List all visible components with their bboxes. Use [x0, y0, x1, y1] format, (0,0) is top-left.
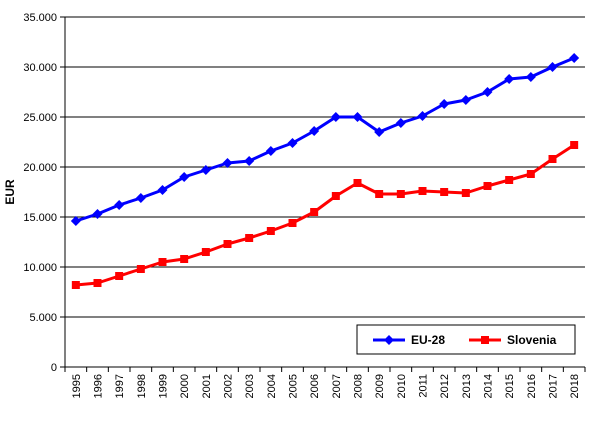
data-point — [548, 155, 557, 163]
x-tick-label: 2009 — [374, 374, 386, 398]
data-point — [265, 146, 276, 156]
data-point — [375, 190, 384, 198]
x-tick-label: 2011 — [418, 374, 430, 398]
data-point — [526, 170, 535, 178]
data-point — [244, 156, 255, 166]
legend: EU-28 Slovenia — [356, 324, 576, 355]
data-point — [570, 141, 579, 149]
data-point — [547, 62, 558, 72]
data-point — [310, 208, 319, 216]
data-point — [353, 179, 362, 187]
y-tick-label: 25.000 — [23, 112, 57, 124]
data-point — [287, 138, 298, 148]
x-tick-label: 2008 — [353, 374, 365, 398]
data-point — [504, 74, 515, 84]
x-tick-label: 2005 — [288, 374, 300, 398]
data-point — [331, 192, 340, 200]
data-point — [136, 265, 145, 273]
data-point — [223, 240, 232, 248]
legend-marker — [481, 336, 489, 344]
legend-label: EU-28 — [411, 333, 445, 347]
series-slovenia — [71, 141, 579, 289]
legend-entry: EU-28 — [373, 333, 445, 347]
x-tick-label: 2014 — [483, 374, 495, 398]
data-point — [92, 209, 103, 219]
y-axis-title: EUR — [3, 179, 17, 205]
x-tick-label: 2015 — [504, 374, 516, 398]
y-tick-label: 15.000 — [23, 212, 57, 224]
data-point — [71, 281, 80, 289]
x-tick-label: 1996 — [93, 374, 105, 398]
data-point — [569, 53, 580, 63]
y-tick-label: 20.000 — [23, 162, 57, 174]
data-point — [157, 185, 168, 195]
x-tick-label: 1995 — [71, 374, 83, 398]
data-point — [158, 258, 167, 266]
x-tick-label: 2018 — [569, 374, 581, 398]
data-point — [439, 99, 450, 109]
y-tick-label: 35.000 — [23, 12, 57, 24]
x-tick-labels: 1995 1996 1997 1998 1999 2000 2001 2002 2003 2004… — [64, 367, 586, 398]
series-eu-28 — [70, 53, 580, 226]
y-tick-label: 0 — [51, 362, 57, 374]
data-point — [135, 193, 146, 203]
x-tick-label: 2003 — [244, 374, 256, 398]
data-point — [180, 255, 189, 263]
data-point — [505, 176, 514, 184]
data-point — [222, 158, 233, 168]
legend-entry: Slovenia — [469, 333, 557, 347]
x-tick-label: 2007 — [331, 374, 343, 398]
data-point — [179, 172, 190, 182]
data-point — [245, 234, 254, 242]
x-tick-label: 2010 — [396, 374, 408, 398]
y-tick-label: 10.000 — [23, 262, 57, 274]
data-point — [461, 189, 470, 197]
data-point — [483, 182, 492, 190]
series-lines — [70, 53, 580, 289]
data-point — [440, 188, 449, 196]
data-point — [115, 272, 124, 280]
x-tick-label: 2004 — [266, 374, 278, 398]
data-point — [395, 118, 406, 128]
data-point — [266, 227, 275, 235]
x-tick-label: 2017 — [548, 374, 560, 398]
x-tick-label: 2016 — [526, 374, 538, 398]
y-tick-label: 5.000 — [29, 312, 57, 324]
x-tick-label: 2002 — [223, 374, 235, 398]
data-point — [70, 216, 81, 226]
data-point — [352, 112, 363, 122]
data-point — [330, 112, 341, 122]
data-point — [114, 200, 125, 210]
legend-marker — [384, 335, 394, 345]
data-point — [396, 190, 405, 198]
series-line — [75, 56, 575, 223]
data-point — [309, 126, 320, 136]
legend-label: Slovenia — [507, 333, 557, 347]
data-point — [93, 279, 102, 287]
data-point — [418, 187, 427, 195]
y-tick-label: 30.000 — [23, 62, 57, 74]
data-point — [288, 219, 297, 227]
data-point — [374, 127, 385, 137]
x-tick-label: 1999 — [158, 374, 170, 398]
x-tick-label: 2001 — [201, 374, 213, 398]
x-tick-label: 2006 — [309, 374, 321, 398]
x-tick-label: 2013 — [461, 374, 473, 398]
data-point — [201, 248, 210, 256]
data-point — [482, 87, 493, 97]
data-point — [460, 95, 471, 105]
data-point — [200, 165, 211, 175]
axes — [64, 17, 585, 368]
data-point — [417, 111, 428, 121]
y-tick-labels: 0 5.000 10.000 15.000 20.000 25.000 30.000 35.0… — [23, 12, 65, 374]
x-tick-label: 1998 — [136, 374, 148, 398]
series-line — [75, 143, 575, 287]
x-tick-label: 1997 — [114, 374, 126, 398]
data-point — [525, 72, 536, 82]
x-tick-label: 2000 — [179, 374, 191, 398]
x-tick-label: 2012 — [439, 374, 451, 398]
